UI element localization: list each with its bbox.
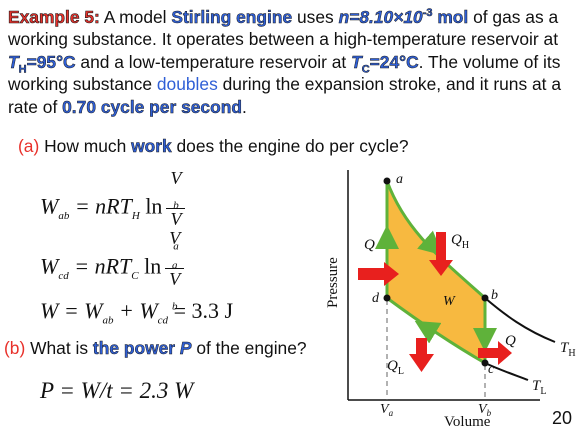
point-d-label: d [372,291,380,306]
heat-out-arrow-right [478,341,512,365]
va-label: Va [380,402,394,418]
q-out-label: Q [505,333,516,349]
problem-text-6: during the expansion stroke, and it runs… [8,74,561,117]
heat-in-arrow-left [358,262,399,286]
vb-label: Vb [478,402,492,418]
direction-arrow-cd [414,320,442,344]
problem-text-1: A model [99,7,172,27]
point-d-dot [383,294,391,302]
power-keyword: the power P [92,338,192,359]
question-b: (b) What is the power P of the engine? [4,338,307,359]
cold-temperature: TC=24°C [351,51,419,76]
equation-total-work: W = Wab + Wcd = 3.3 J [40,298,234,327]
point-b-label: b [491,288,498,303]
problem-text-2: uses [292,7,339,27]
page-number: 20 [551,408,572,428]
th-label: TH [560,340,576,359]
point-b-dot [481,294,489,302]
point-c-label: c [488,362,495,377]
ql-label: QL [387,358,404,377]
question-b-label: (b) [4,338,26,358]
problem-statement: Example 5: A model Stirling engine uses … [8,6,582,118]
problem-text-4: and a low-temperature reservoir at [75,51,352,72]
tl-label: TL [532,378,546,397]
isotherm-th [484,297,556,343]
example-label: Example 5: [8,7,100,28]
x-axis-label: Volume [444,414,491,430]
equation-power: P = W/t = 2.3 W [40,378,194,403]
mole-value: n=8.10×10-3 mol [338,7,469,28]
question-a: (a) How much work does the engine do per… [18,136,409,157]
point-a-label: a [396,172,403,187]
cycle-rate: 0.70 cycle per second [62,96,242,117]
heat-in-arrow-down [429,232,453,276]
y-axis-label: Pressure [325,257,341,308]
point-a-dot [383,177,391,185]
problem-text-5: . The volume of its working substance [8,51,561,95]
engine-keyword: Stirling engine [171,7,293,28]
point-c-dot [481,359,489,367]
isotherm-tl [484,362,529,381]
direction-arrow-ab [417,230,444,256]
w-label: W [443,294,456,309]
hot-temperature: TH=95°C [8,51,76,76]
problem-text-7: . [241,96,247,117]
qh-label: QH [451,232,469,251]
doubles-keyword: doubles [156,74,218,95]
question-a-label: (a) [18,136,40,156]
work-keyword: work [131,136,172,157]
heat-out-arrow-down [409,338,434,372]
q-in-label: Q [364,237,375,253]
problem-text-3: of gas as a working substance. It operat… [8,7,559,50]
